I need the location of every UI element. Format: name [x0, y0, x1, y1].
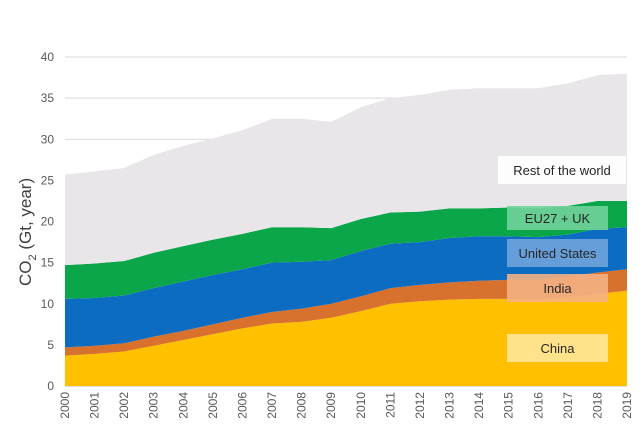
annotation-china: China — [541, 341, 576, 356]
x-tick-label: 2005 — [206, 392, 220, 419]
y-axis-label-subscript: 2 — [27, 254, 39, 260]
y-tick-label: 25 — [41, 173, 55, 187]
area-india — [65, 269, 627, 356]
annotation-box-eu27-uk — [507, 206, 608, 230]
x-tick-label: 2002 — [117, 392, 131, 419]
annotation-box-china — [507, 334, 608, 362]
area-series — [65, 73, 627, 386]
x-tick-label: 2012 — [413, 392, 427, 419]
x-tick-label: 2001 — [88, 392, 102, 419]
y-tick-label: 20 — [41, 215, 55, 229]
y-tick-labels: 0 5 10 15 20 25 30 35 40 — [41, 50, 55, 393]
x-tick-label: 2006 — [235, 392, 249, 419]
x-tick-label: 2015 — [502, 392, 516, 419]
y-tick-label: 10 — [41, 297, 55, 311]
y-tick-label: 15 — [41, 256, 55, 270]
x-tick-label: 2000 — [58, 392, 72, 419]
x-tick-label: 2007 — [265, 392, 279, 419]
y-tick-label: 5 — [47, 338, 54, 352]
x-tick-label: 2008 — [295, 392, 309, 419]
x-tick-label: 2019 — [620, 392, 634, 419]
y-tick-label: 40 — [41, 50, 55, 64]
annotation-eu27-uk: EU27 + UK — [525, 211, 591, 226]
annotation-rest-of-the-world: Rest of the world — [513, 163, 611, 178]
y-axis-label: CO2 (Gt, year) — [16, 178, 39, 286]
x-tick-label: 2010 — [354, 392, 368, 419]
x-tick-labels: 2000 2001 2002 2003 2004 2005 2006 2007 2008 2009… — [58, 392, 634, 419]
annotation-box-rest-of-the-world — [498, 156, 626, 184]
area-eu27-uk — [65, 200, 627, 299]
x-tick-label: 2009 — [324, 392, 338, 419]
area-united-states — [65, 227, 627, 348]
y-tick-label: 0 — [47, 379, 54, 393]
x-tick-label: 2016 — [531, 392, 545, 419]
area-china — [65, 290, 627, 386]
y-tick-label: 30 — [41, 132, 55, 146]
x-tick-label: 2003 — [147, 392, 161, 419]
annotation-united-states: United States — [518, 246, 597, 261]
x-tick-label: 2017 — [561, 392, 575, 419]
annotation-box-india — [507, 274, 608, 302]
area-rest-of-the-world — [65, 73, 627, 266]
series-annotations: China India United States EU27 + UK Rest of … — [498, 156, 626, 362]
x-tick-label: 2004 — [176, 392, 190, 419]
annotation-india: India — [543, 281, 572, 296]
x-tick-label: 2011 — [383, 392, 397, 418]
x-tick-label: 2013 — [443, 392, 457, 419]
annotation-box-united-states — [507, 239, 608, 267]
x-tick-label: 2018 — [590, 392, 604, 419]
y-tick-label: 35 — [41, 91, 55, 105]
x-tick-label: 2014 — [472, 392, 486, 419]
